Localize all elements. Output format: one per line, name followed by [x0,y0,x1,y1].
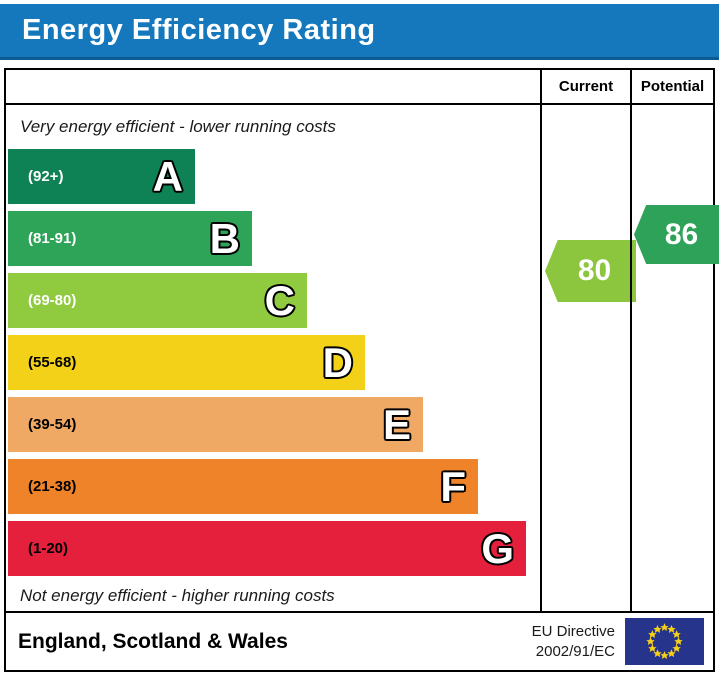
rating-table: Current Potential Very energy efficient … [4,68,719,672]
band-letter: C [264,276,295,324]
region-label: England, Scotland & Wales [18,629,288,653]
band-row-e: (39-54) E [8,397,423,452]
band-chart: Very energy efficient - lower running co… [6,105,540,611]
band-row-d: (55-68) D [8,335,365,390]
title-bar: Energy Efficiency Rating [0,4,719,60]
page-title: Energy Efficiency Rating [22,14,376,46]
band-row-f: (21-38) F [8,459,478,514]
potential-rating-value: 86 [664,217,699,251]
eu-directive-line1: EU Directive [531,623,615,640]
band-range-label: (1-20) [28,540,69,557]
band-letter: G [481,524,514,572]
footer: England, Scotland & Wales EU Directive 2… [6,611,713,670]
band-row-c: (69-80) C [8,273,307,328]
band-list: (92+) A (81-91) B (69-80) C (55-68) D (3… [8,149,540,576]
band-row-g: (1-20) G [8,521,526,576]
current-rating-cell: 80 [540,105,636,611]
potential-header-label: Potential [640,78,705,95]
eu-directive-line2: 2002/91/EC [535,642,615,660]
band-letter: B [209,214,240,262]
band-row-b: (81-91) B [8,211,252,266]
band-letter: D [322,338,353,386]
band-range-label: (92+) [28,168,64,185]
eu-directive-label: EU Directive 2002/91/EC [532,622,625,661]
chart-header-spacer [6,70,540,105]
band-letter: A [152,152,183,200]
current-header-label: Current [558,78,614,95]
band-range-label: (69-80) [28,292,77,309]
band-range-label: (21-38) [28,478,77,495]
top-note: Very energy efficient - lower running co… [20,117,336,136]
band-letter: E [382,400,411,448]
current-rating-value: 80 [577,254,612,287]
band-row-a: (92+) A [8,149,195,204]
band-letter: F [440,462,466,510]
eu-flag-icon [625,618,704,665]
column-header-current: Current [540,70,630,105]
bottom-note: Not energy efficient - higher running co… [20,586,335,605]
current-rating-arrow: 80 [545,240,636,302]
potential-rating-arrow: 86 [634,205,719,264]
band-range-label: (81-91) [28,230,77,247]
band-range-label: (39-54) [28,416,77,433]
band-range-label: (55-68) [28,354,77,371]
potential-rating-cell: 86 [630,105,719,611]
column-header-potential: Potential [630,70,713,105]
